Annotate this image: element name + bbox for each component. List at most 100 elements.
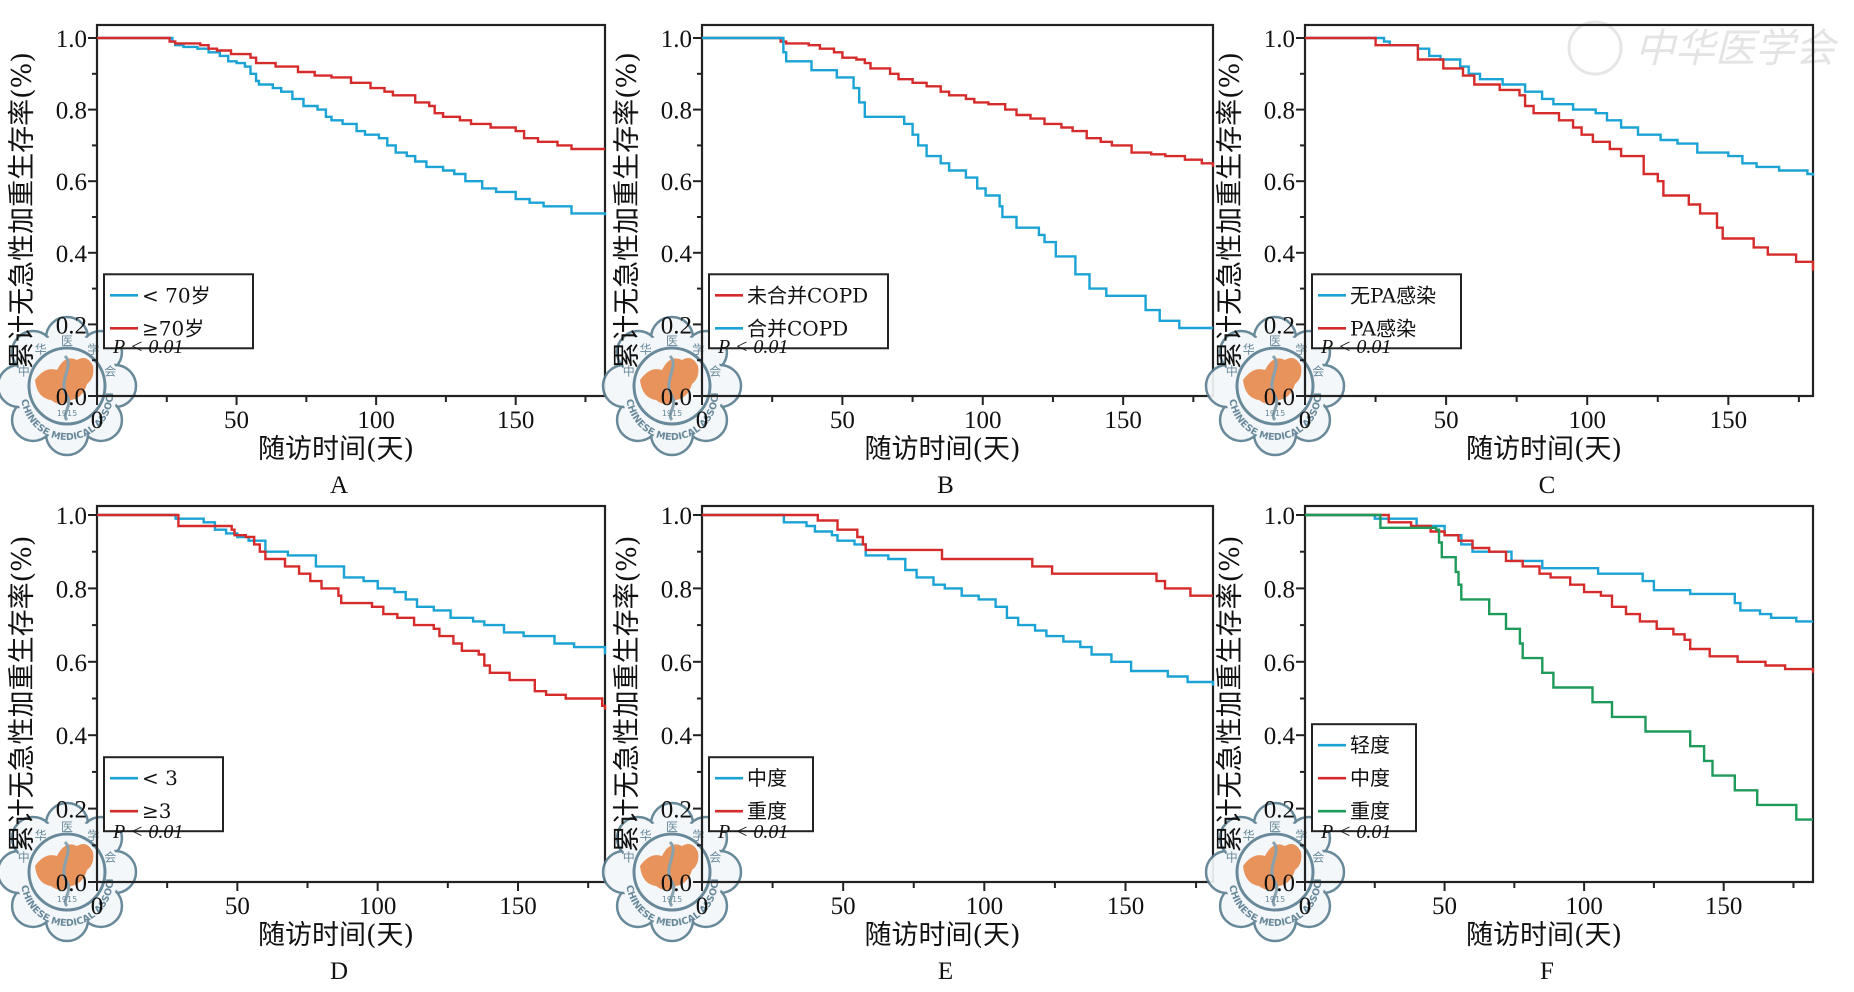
logo-char: 华 [640, 828, 652, 842]
legend-label: 轻度 [1350, 733, 1390, 757]
logo-year: 1915 [57, 409, 77, 418]
panel-label: E [938, 958, 953, 985]
y-tick-label: 0.4 [661, 723, 693, 750]
legend-label: < 70岁 [142, 283, 211, 307]
panel-label: A [330, 472, 348, 499]
y-tick-label: 0.6 [661, 650, 692, 677]
logo-char: 医 [61, 334, 73, 348]
y-tick-label: 0.4 [56, 723, 88, 750]
km-curve-1 [97, 513, 607, 655]
x-tick-label: 50 [1434, 407, 1459, 434]
logo-char: 医 [1269, 820, 1281, 834]
y-tick-label: 0.6 [56, 169, 87, 196]
km-curve-2 [1305, 36, 1815, 271]
logo-year: 1915 [1265, 895, 1285, 904]
y-tick-label: 0.0 [56, 384, 87, 411]
logo-char: 中 [623, 363, 635, 378]
logo-char: 会 [709, 850, 721, 864]
legend-label: 中度 [747, 766, 787, 790]
logo-char: 中 [18, 849, 30, 864]
y-tick-label: 1.0 [56, 503, 87, 530]
x-axis-title: 随访时间(天) [864, 434, 1020, 465]
y-tick-label: 0.0 [1264, 870, 1295, 897]
km-curve-2 [97, 513, 607, 710]
km-curve-2 [1305, 513, 1815, 673]
logo-char: 华 [1243, 828, 1255, 842]
y-tick-label: 0.4 [56, 241, 88, 268]
panel-label: B [937, 472, 954, 499]
y-tick-label: 0.4 [1264, 241, 1296, 268]
km-curve-1 [1305, 513, 1813, 623]
y-axis-title: 累计无急性加重生存率(%) [612, 536, 643, 853]
logo-char: 会 [1312, 364, 1324, 378]
y-tick-label: 0.8 [56, 576, 87, 603]
logo-char: 华 [35, 828, 47, 842]
x-axis-title: 随访时间(天) [258, 920, 414, 951]
legend-label: 无PA感染 [1350, 283, 1436, 307]
plot-frame [95, 23, 607, 398]
y-tick-label: 0.2 [1264, 312, 1295, 339]
y-tick-label: 0.4 [1264, 723, 1296, 750]
y-tick-label: 1.0 [1264, 503, 1295, 530]
x-tick-label: 100 [1565, 893, 1603, 920]
y-tick-label: 0.6 [56, 650, 87, 677]
y-axis-title: 累计无急性加重生存率(%) [1215, 536, 1246, 853]
y-tick-label: 0.8 [1264, 98, 1295, 125]
logo-year: 1915 [662, 895, 682, 904]
x-tick-label: 0 [1299, 893, 1312, 920]
legend-label: PA感染 [1350, 316, 1416, 340]
x-tick-label: 50 [830, 407, 855, 434]
logo-char: 中 [1226, 363, 1238, 378]
legend-label: 中度 [1350, 766, 1390, 790]
logo-char: 会 [104, 364, 116, 378]
watermark-text: 中华医学会 [1635, 26, 1839, 72]
y-tick-label: 0.8 [661, 576, 692, 603]
panel-label: F [1540, 958, 1554, 985]
legend: < 3≥3 [103, 756, 224, 833]
y-tick-label: 1.0 [661, 503, 692, 530]
y-axis-title: 累计无急性加重生存率(%) [1215, 52, 1246, 369]
x-tick-label: 100 [359, 893, 397, 920]
legend-label: ≥3 [142, 799, 171, 823]
x-tick-label: 0 [91, 893, 104, 920]
y-tick-label: 0.2 [661, 312, 692, 339]
legend-label: 合并COPD [747, 316, 848, 340]
y-tick-label: 0.8 [661, 98, 692, 125]
p-value-annotation: P < 0.01 [1320, 336, 1391, 358]
km-curve-2 [702, 513, 1213, 597]
x-tick-label: 100 [964, 407, 1002, 434]
legend-label: < 3 [142, 766, 178, 790]
logo-char: 医 [1269, 334, 1281, 348]
y-tick-label: 1.0 [661, 26, 692, 53]
logo-char: 会 [709, 364, 721, 378]
x-tick-label: 50 [224, 407, 249, 434]
x-axis-title: 随访时间(天) [258, 434, 414, 465]
logo-year: 1915 [1265, 409, 1285, 418]
x-tick-label: 150 [1710, 407, 1748, 434]
panel-label: D [330, 958, 348, 985]
y-tick-label: 0.6 [661, 169, 692, 196]
x-tick-label: 0 [1299, 407, 1312, 434]
y-tick-label: 0.6 [1264, 650, 1295, 677]
plot-frame [700, 23, 1215, 398]
legend-box [1311, 273, 1462, 350]
legend-label: 重度 [1350, 799, 1390, 823]
y-tick-label: 0.2 [56, 797, 87, 824]
legend-box [708, 756, 814, 833]
plot-frame [1303, 504, 1815, 884]
y-axis-title: 累计无急性加重生存率(%) [7, 536, 38, 853]
km-curve-2 [702, 36, 1213, 330]
legend: 无PA感染 PA感染 [1311, 273, 1462, 350]
logo-char: 中 [1226, 849, 1238, 864]
logo-char: 中 [18, 363, 30, 378]
logo-char: 会 [104, 850, 116, 864]
x-tick-label: 150 [1104, 407, 1142, 434]
y-axis-title: 累计无急性加重生存率(%) [612, 52, 643, 369]
y-tick-label: 0.6 [1264, 169, 1295, 196]
p-value-annotation: P < 0.01 [112, 821, 183, 843]
legend: < 70岁 ≥70岁 [103, 273, 254, 350]
